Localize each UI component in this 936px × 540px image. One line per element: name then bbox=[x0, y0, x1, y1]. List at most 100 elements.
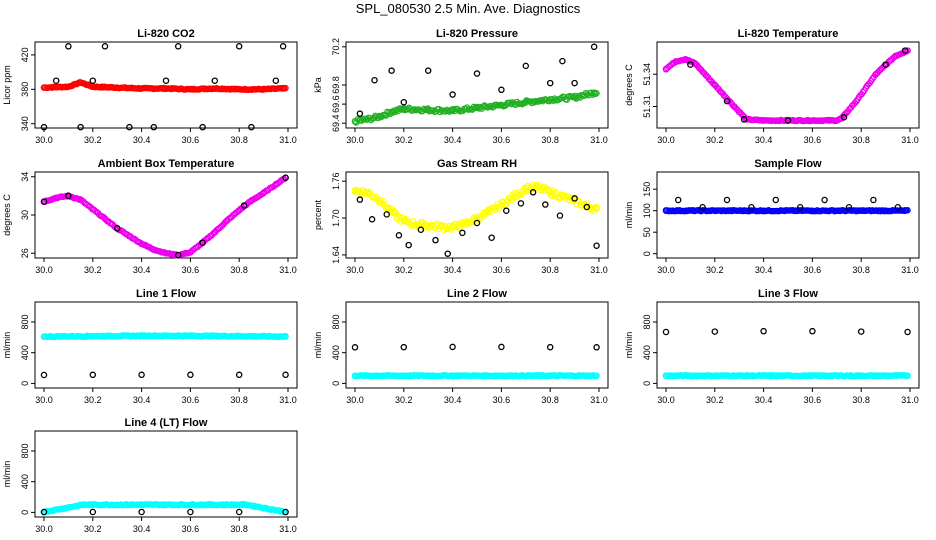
data-point bbox=[138, 508, 145, 516]
data-point bbox=[743, 116, 750, 123]
y-tick-label: 400 bbox=[642, 345, 652, 360]
data-point bbox=[162, 77, 170, 84]
data-series bbox=[40, 79, 289, 93]
data-point bbox=[138, 85, 145, 92]
data-point bbox=[282, 371, 289, 379]
data-point bbox=[901, 47, 909, 54]
x-tick-label: 30.8 bbox=[230, 135, 248, 145]
data-point bbox=[187, 371, 194, 379]
x-tick-label: 30.0 bbox=[346, 135, 364, 145]
data-point bbox=[351, 187, 359, 194]
data-point bbox=[711, 207, 719, 214]
y-tick-label: 0 bbox=[20, 510, 30, 515]
data-point bbox=[424, 67, 432, 74]
data-point bbox=[388, 67, 395, 74]
data-point bbox=[150, 123, 158, 131]
x-tick-label: 30.8 bbox=[852, 265, 870, 275]
data-point bbox=[760, 372, 767, 379]
y-tick-label: 400 bbox=[20, 345, 30, 360]
x-tick-label: 30.2 bbox=[706, 135, 724, 145]
plot-frame bbox=[656, 171, 920, 259]
data-point bbox=[593, 344, 600, 351]
data-point bbox=[424, 222, 432, 229]
data-point bbox=[559, 193, 566, 200]
x-tick-label: 30.0 bbox=[657, 265, 675, 275]
x-tick-label: 30.2 bbox=[84, 524, 102, 534]
data-point bbox=[235, 43, 243, 50]
data-point bbox=[174, 43, 182, 50]
data-point bbox=[126, 123, 133, 131]
y-tick-label: 800 bbox=[20, 314, 30, 329]
data-point bbox=[282, 333, 289, 340]
data-point bbox=[772, 196, 780, 204]
x-tick-label: 31.0 bbox=[901, 395, 919, 405]
data-point bbox=[235, 332, 243, 340]
x-tick-label: 30.6 bbox=[182, 395, 200, 405]
chart-panel: Line 2 Flow ml/min 30.0 30.2 30.4 30.6 30.8 31.… bbox=[313, 288, 609, 405]
data-point bbox=[760, 117, 767, 124]
data-point bbox=[101, 215, 109, 223]
data-point bbox=[40, 371, 48, 379]
x-tick-label: 30.8 bbox=[230, 395, 248, 405]
data-point bbox=[363, 116, 371, 123]
data-point bbox=[65, 43, 72, 50]
data-point bbox=[662, 328, 670, 336]
data-series bbox=[351, 372, 600, 380]
data-point bbox=[674, 196, 682, 204]
plot-frame bbox=[34, 171, 298, 259]
chart-title: Gas Stream RH bbox=[437, 158, 517, 170]
x-tick-label: 30.4 bbox=[133, 135, 151, 145]
data-point bbox=[199, 239, 206, 246]
y-axis-label: degrees C bbox=[624, 64, 634, 106]
x-tick-label: 30.4 bbox=[444, 135, 462, 145]
data-point bbox=[235, 206, 243, 214]
data-point bbox=[449, 343, 456, 351]
y-tick-label: 30 bbox=[20, 210, 30, 220]
data-point bbox=[52, 77, 60, 84]
chart-title: Line 1 Flow bbox=[136, 288, 196, 300]
data-point bbox=[174, 251, 182, 259]
data-point bbox=[571, 94, 578, 101]
y-tick-label: 800 bbox=[331, 314, 341, 329]
x-tick-label: 30.2 bbox=[395, 395, 413, 405]
data-point bbox=[662, 65, 670, 73]
data-point bbox=[840, 114, 848, 121]
x-tick-label: 30.2 bbox=[706, 395, 724, 405]
chart-panel: Sample Flow ml/min 30.0 30.2 30.4 30.6 30.8 31.… bbox=[624, 158, 920, 275]
data-point bbox=[571, 79, 578, 87]
data-point bbox=[473, 219, 481, 227]
data-point bbox=[809, 117, 816, 124]
data-point bbox=[449, 107, 456, 115]
x-tick-label: 30.8 bbox=[541, 395, 559, 405]
data-point bbox=[498, 101, 505, 109]
x-tick-label: 30.6 bbox=[182, 265, 200, 275]
data-point bbox=[240, 202, 248, 209]
x-tick-label: 30.2 bbox=[395, 135, 413, 145]
x-tick-label: 30.4 bbox=[133, 265, 151, 275]
data-point bbox=[508, 100, 515, 108]
data-point bbox=[444, 250, 451, 257]
x-tick-label: 31.0 bbox=[901, 135, 919, 145]
chart-panel: Li-820 Temperature degrees C 30.0 30.2 30.4 3… bbox=[624, 28, 920, 145]
data-point bbox=[672, 58, 680, 65]
x-tick-label: 31.0 bbox=[279, 135, 297, 145]
data-point bbox=[857, 328, 865, 335]
chart-title: Line 3 Flow bbox=[758, 288, 818, 300]
data-series bbox=[662, 327, 911, 336]
data-point bbox=[351, 372, 359, 379]
data-point bbox=[89, 83, 97, 90]
x-tick-label: 31.0 bbox=[901, 265, 919, 275]
data-point bbox=[272, 181, 280, 188]
data-point bbox=[546, 372, 554, 379]
y-tick-label: 34 bbox=[20, 172, 30, 182]
data-point bbox=[498, 86, 505, 94]
data-series bbox=[40, 501, 289, 516]
data-point bbox=[400, 105, 408, 113]
data-point bbox=[371, 76, 378, 84]
x-tick-label: 30.0 bbox=[657, 395, 675, 405]
x-tick-label: 30.0 bbox=[346, 265, 364, 275]
x-tick-label: 30.0 bbox=[35, 265, 53, 275]
data-series bbox=[40, 508, 289, 516]
data-point bbox=[809, 327, 816, 335]
chart-panel: Li-820 CO2 Licor ppm 30.0 30.2 30.4 30.6 30.8 3… bbox=[2, 28, 298, 145]
